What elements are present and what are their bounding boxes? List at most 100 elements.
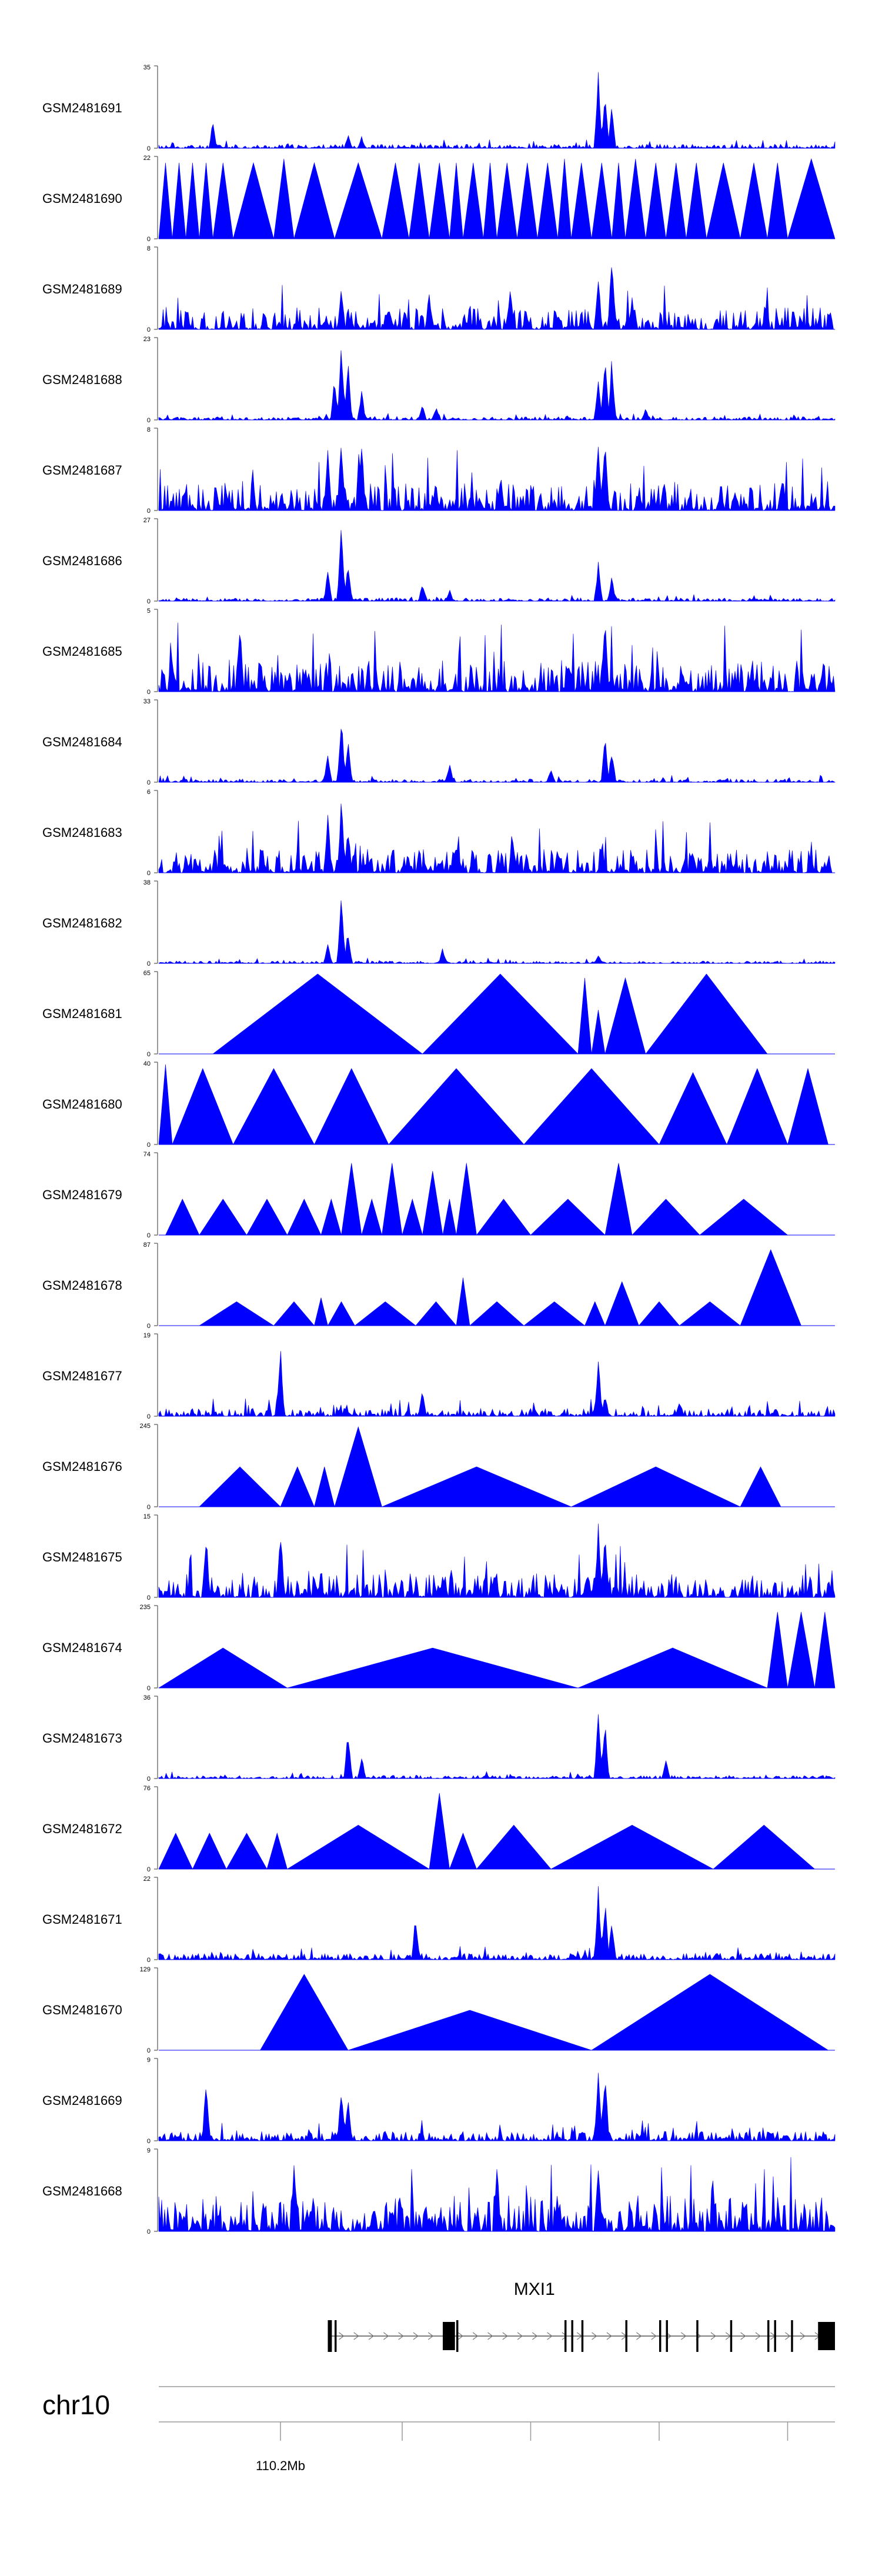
gene-exon [666, 2320, 668, 2352]
track-label: GSM2481689 [42, 282, 122, 296]
track-coverage [159, 973, 835, 1055]
track-ymax-label: 8 [147, 426, 151, 433]
track-ymax-label: 65 [143, 970, 151, 977]
track-ymin-label: 0 [147, 236, 151, 243]
track-label: GSM2481690 [42, 191, 122, 206]
track-label: GSM2481678 [42, 1278, 122, 1293]
track-coverage [159, 1974, 835, 2051]
track-coverage [158, 267, 836, 331]
strand-arrow [413, 2332, 419, 2340]
track-ymin-label: 0 [147, 1051, 151, 1058]
strand-arrow [785, 2332, 791, 2340]
strand-arrow [398, 2332, 404, 2340]
track-ymin-label: 0 [147, 1413, 151, 1420]
track-coverage [158, 803, 836, 874]
track-ymin-label: 0 [147, 960, 151, 967]
strand-arrow [562, 2332, 567, 2340]
track-label: GSM2481685 [42, 644, 122, 659]
track-ymax-label: 129 [140, 1966, 151, 1973]
strand-arrow [755, 2332, 761, 2340]
strand-arrow [487, 2332, 493, 2340]
strand-arrow [547, 2332, 553, 2340]
strand-arrow [681, 2332, 687, 2340]
track-ymin-label: 0 [147, 1232, 151, 1239]
track-ymin-label: 0 [147, 1504, 151, 1511]
track-label: GSM2481668 [42, 2184, 122, 2198]
track-ymax-label: 87 [143, 1242, 151, 1249]
track-coverage [158, 1523, 836, 1598]
track-label: GSM2481671 [42, 1912, 122, 1927]
strand-arrow [740, 2332, 746, 2340]
strand-arrow [383, 2332, 389, 2340]
track-ymax-label: 8 [147, 245, 151, 252]
gene-exon [774, 2320, 776, 2352]
track-coverage [158, 72, 836, 149]
track-ymin-label: 0 [147, 1685, 151, 1692]
track-coverage [158, 900, 836, 964]
gene-exon [730, 2320, 733, 2352]
gene-exon [328, 2320, 332, 2352]
track-coverage [159, 1426, 835, 1508]
track-ymin-label: 0 [147, 2047, 151, 2054]
track-ymax-label: 36 [143, 1694, 151, 1701]
track-coverage [158, 2073, 836, 2142]
gene-exon [564, 2320, 567, 2352]
gene-exon [791, 2320, 793, 2352]
strand-arrow [592, 2332, 597, 2340]
track-ymin-label: 0 [147, 1323, 151, 1330]
track-ymax-label: 38 [143, 879, 151, 886]
axis-tick-label: 110.2Mb [256, 2458, 305, 2473]
strand-arrow [368, 2332, 375, 2340]
track-ymax-label: 9 [147, 2057, 151, 2064]
track-coverage [158, 1064, 835, 1145]
track-ymax-label: 76 [143, 1785, 151, 1792]
track-label: GSM2481686 [42, 553, 122, 568]
strand-arrow [651, 2332, 657, 2340]
track-ymax-label: 15 [143, 1513, 151, 1520]
track-coverage [159, 1163, 835, 1236]
strand-arrow [472, 2332, 479, 2340]
chromosome-label: chr10 [42, 2390, 110, 2420]
track-ymin-label: 0 [147, 417, 151, 424]
track-ymax-label: 74 [143, 1151, 151, 1158]
strand-arrow [606, 2332, 612, 2340]
strand-arrow [532, 2332, 538, 2340]
track-label: GSM2481683 [42, 825, 122, 840]
track-ymax-label: 33 [143, 698, 151, 705]
gene-exon [335, 2320, 337, 2352]
track-ymin-label: 0 [147, 1594, 151, 1601]
track-label: GSM2481680 [42, 1097, 122, 1112]
track-label: GSM2481679 [42, 1187, 122, 1202]
gene-exon [571, 2320, 573, 2352]
track-label: GSM2481688 [42, 372, 122, 387]
track-ymax-label: 9 [147, 2147, 151, 2154]
track-label: GSM2481674 [42, 1640, 122, 1655]
gene-exon [456, 2320, 459, 2352]
track-ymin-label: 0 [147, 1957, 151, 1964]
track-label: GSM2481684 [42, 735, 122, 749]
track-coverage [158, 350, 836, 421]
gene-exon [581, 2320, 584, 2352]
gene-exon [818, 2322, 835, 2350]
track-coverage [158, 2157, 836, 2233]
track-label: GSM2481676 [42, 1459, 122, 1474]
track-ymin-label: 0 [147, 870, 151, 877]
gene-exon [443, 2322, 455, 2350]
strand-arrow [710, 2332, 716, 2340]
track-ymin-label: 0 [147, 598, 151, 605]
track-ymax-label: 245 [140, 1423, 151, 1430]
track-ymin-label: 0 [147, 2228, 151, 2235]
track-coverage [159, 1249, 835, 1326]
strand-arrow [427, 2332, 434, 2340]
strand-arrow [339, 2332, 345, 2340]
track-label: GSM2481677 [42, 1369, 122, 1383]
track-ymin-label: 0 [147, 508, 151, 515]
track-ymax-label: 22 [143, 1876, 151, 1883]
track-coverage [158, 729, 836, 783]
strand-arrow [517, 2332, 523, 2340]
track-label: GSM2481672 [42, 1821, 122, 1836]
strand-arrow [457, 2332, 463, 2340]
track-ymax-label: 27 [143, 517, 151, 524]
track-ymin-label: 0 [147, 326, 151, 333]
